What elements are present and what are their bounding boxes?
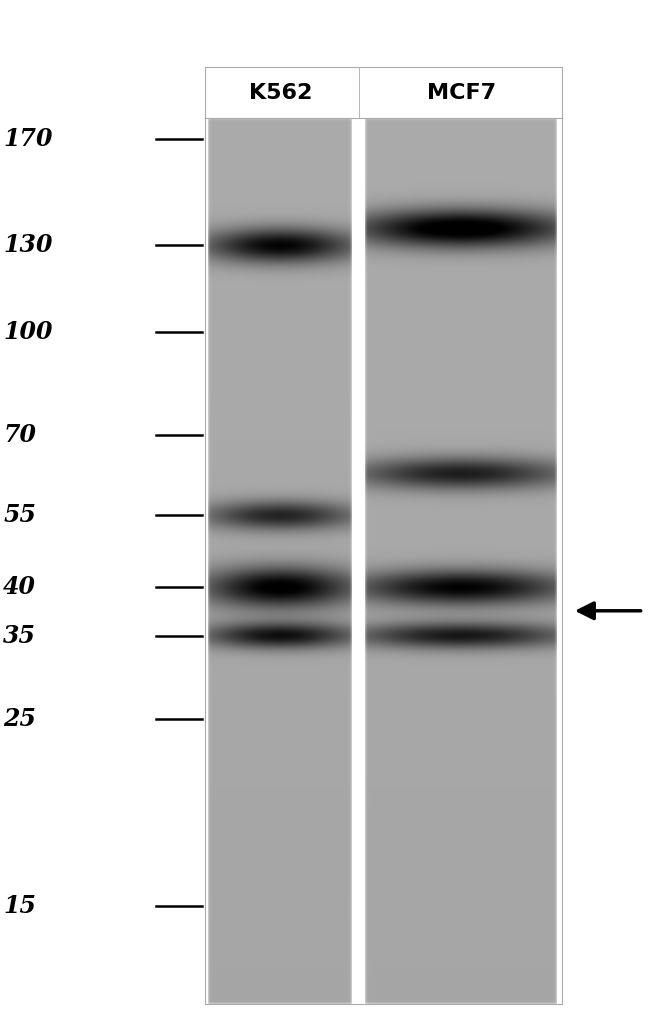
- Text: 70: 70: [3, 422, 36, 447]
- Text: 25: 25: [3, 707, 36, 731]
- Text: 130: 130: [3, 233, 53, 258]
- Text: MCF7: MCF7: [427, 82, 496, 103]
- Text: 170: 170: [3, 127, 53, 151]
- Bar: [205, 67, 562, 1004]
- Text: 100: 100: [3, 319, 53, 344]
- Bar: [205, 67, 562, 118]
- Text: 35: 35: [3, 623, 36, 648]
- Text: 55: 55: [3, 503, 36, 527]
- Text: 15: 15: [3, 894, 36, 919]
- Text: 40: 40: [3, 575, 36, 599]
- Text: K562: K562: [249, 82, 312, 103]
